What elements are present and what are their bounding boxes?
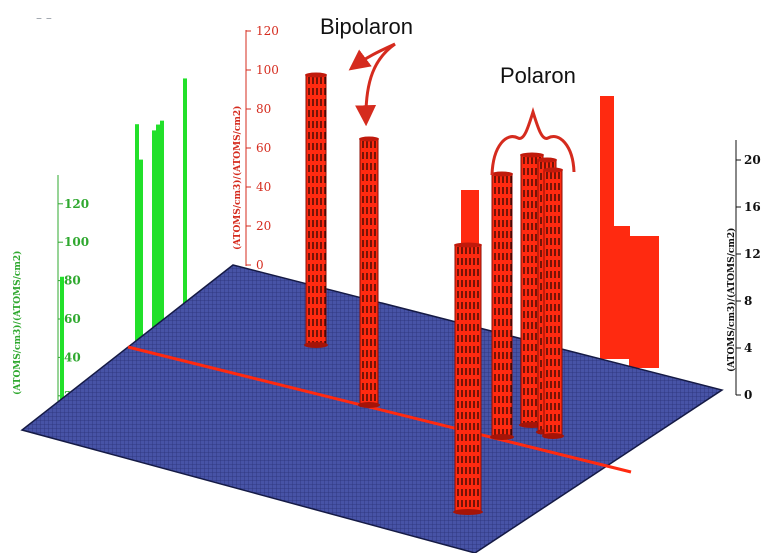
polaron-label: Polaron [500,63,576,88]
right-axis: 0 4 8 12 16 20 (ATOMS/cm3)/(ATOMS/cm2) [726,140,761,402]
peak-base [542,433,564,439]
peak-cap [537,157,557,163]
green-bar [135,124,139,345]
peak-base [490,434,514,440]
peak-cap [454,242,482,248]
bipolaron-annotation: Bipolaron [320,14,413,127]
bipolaron-peak-1 [304,72,328,348]
left-tick-label: 100 [64,235,89,249]
right-projection-bars [461,96,659,368]
center-axis-label: (ATOMS/cm3)/(ATOMS/cm2) [232,106,243,250]
peak-cap [305,72,327,78]
left-projection-bars [60,78,187,420]
center-tick-label: 80 [256,102,271,116]
green-bar [156,124,160,330]
red-projection-bar [629,236,659,368]
right-tick-label: 8 [744,294,752,308]
center-tick-label: 40 [256,180,271,194]
peaks [304,72,564,515]
left-tick-label: 40 [64,350,81,364]
polaron-annotation: Polaron [490,63,576,176]
left-axis-label: (ATOMS/cm3)/(ATOMS/cm2) [12,251,23,395]
peak-cap [543,167,563,173]
bipolaron-arrow-2 [355,42,396,127]
center-axis-ticks: 0 20 40 60 80 100 120 [246,24,279,272]
polaron-peak-2 [490,171,514,440]
right-tick-label: 12 [744,247,761,261]
center-tick-label: 20 [256,219,271,233]
center-tick-label: 100 [256,63,279,77]
peak-cap [491,171,513,177]
green-bar [152,130,156,332]
center-axis: 0 20 40 60 80 100 120 (ATOMS/cm3)/(ATOMS/cm2) [232,24,279,272]
green-bar [183,78,187,305]
center-tick-label: 0 [256,258,264,272]
right-tick-label: 4 [744,341,752,355]
center-tick-label: 120 [256,24,279,38]
polaron-peak-1 [453,242,483,515]
green-bar [60,276,64,420]
left-tick-label: 80 [64,274,81,288]
green-bar [160,120,164,328]
right-axis-ticks: 0 4 8 12 16 20 [736,153,761,402]
right-tick-label: 0 [744,388,752,402]
left-tick-label: 120 [64,197,89,211]
left-tick-label: 60 [64,312,81,326]
bipolaron-label: Bipolaron [320,14,413,39]
right-axis-label: (ATOMS/cm3)/(ATOMS/cm2) [726,228,737,372]
peak-cap [520,152,544,158]
peak-base [304,342,328,348]
right-tick-label: 16 [744,200,761,214]
red-projection-bar [600,226,630,359]
corner-mark: – – [36,11,52,25]
peak-base [358,402,380,408]
green-bar [139,159,143,342]
bipolaron-peak-2 [358,136,380,408]
peak-base [453,509,483,515]
peak-body [454,244,482,513]
polaron-brace [490,106,576,176]
cross-section-line [127,345,632,474]
right-tick-label: 20 [744,153,761,167]
peak-cap [359,136,379,142]
center-tick-label: 60 [256,141,271,155]
polaron-peak-5 [542,167,564,439]
